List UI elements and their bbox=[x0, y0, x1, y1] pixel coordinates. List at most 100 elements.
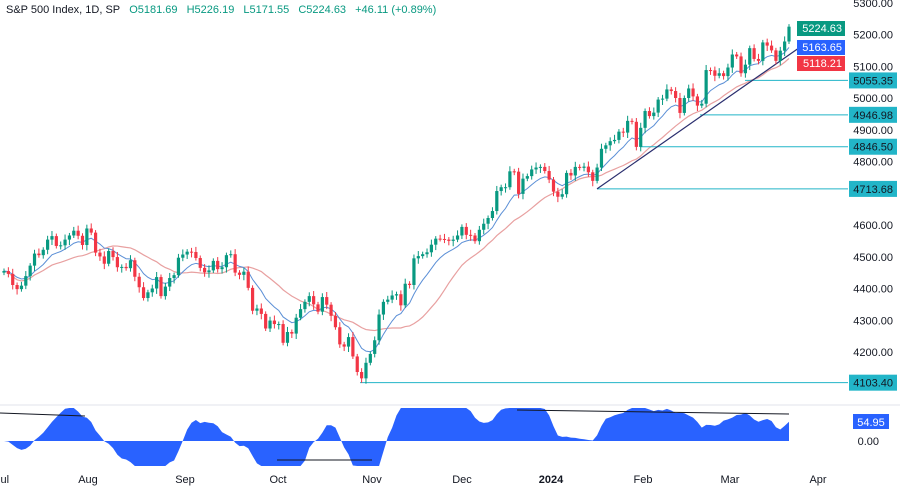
candle-body bbox=[477, 229, 481, 242]
level-label: 4946.98 bbox=[853, 110, 893, 122]
price-tag bbox=[797, 21, 845, 36]
candle bbox=[229, 250, 233, 258]
candle bbox=[538, 164, 543, 173]
candle bbox=[19, 281, 24, 292]
candle-body bbox=[172, 275, 176, 279]
candle bbox=[237, 270, 242, 280]
candle bbox=[15, 282, 19, 295]
candle-body bbox=[360, 372, 364, 379]
candle bbox=[525, 173, 529, 182]
candle-body bbox=[168, 278, 172, 287]
candle bbox=[591, 169, 595, 187]
candle-body bbox=[316, 304, 320, 312]
candle-body bbox=[721, 73, 726, 77]
candle bbox=[72, 226, 76, 239]
price-tag bbox=[797, 56, 845, 71]
candle-body bbox=[63, 239, 67, 246]
level-label: 4103.40 bbox=[853, 378, 893, 390]
candle-body bbox=[482, 223, 486, 230]
level-tag bbox=[849, 180, 897, 197]
osc-value-tag bbox=[853, 414, 889, 429]
candle-body bbox=[595, 167, 599, 181]
candle bbox=[416, 251, 420, 264]
candle bbox=[421, 251, 425, 259]
candle-body bbox=[312, 296, 316, 305]
candle bbox=[268, 316, 272, 332]
candle-body bbox=[107, 251, 111, 264]
candle bbox=[573, 161, 577, 181]
candle bbox=[551, 177, 556, 197]
candle-body bbox=[155, 277, 159, 289]
candle-body bbox=[381, 301, 386, 315]
candle bbox=[769, 40, 774, 53]
x-tick-label: Apr bbox=[809, 474, 826, 486]
candle-body bbox=[486, 218, 490, 224]
candle bbox=[460, 224, 464, 239]
candle-body bbox=[159, 277, 163, 297]
candle bbox=[63, 234, 67, 250]
candle bbox=[107, 248, 111, 267]
candle bbox=[50, 231, 54, 246]
x-tick-label: Feb bbox=[634, 474, 653, 486]
candle-body bbox=[517, 171, 521, 194]
candle bbox=[198, 255, 202, 272]
candle bbox=[264, 311, 268, 332]
candle bbox=[242, 267, 246, 281]
candle bbox=[220, 262, 224, 274]
candle-body bbox=[586, 166, 590, 173]
candle bbox=[85, 224, 89, 251]
candle bbox=[285, 326, 290, 347]
candle bbox=[534, 162, 538, 174]
y-tick-label: 4300.00 bbox=[853, 315, 893, 327]
candle bbox=[547, 165, 551, 184]
candle bbox=[434, 236, 438, 251]
candle-body bbox=[708, 70, 713, 72]
candle bbox=[54, 233, 58, 249]
candle-body bbox=[394, 294, 399, 296]
candle-body bbox=[399, 294, 403, 306]
candle-body bbox=[421, 254, 425, 257]
candle bbox=[425, 248, 429, 258]
candle-body bbox=[368, 353, 372, 363]
candle-body bbox=[761, 42, 765, 61]
candle bbox=[298, 304, 303, 321]
candle-body bbox=[560, 194, 564, 197]
candle bbox=[403, 278, 407, 308]
candle bbox=[756, 53, 761, 65]
candle bbox=[172, 272, 176, 284]
candle-body bbox=[346, 337, 351, 347]
candle bbox=[120, 264, 124, 273]
candle bbox=[691, 83, 695, 101]
candle bbox=[76, 225, 80, 240]
candle-body bbox=[198, 258, 202, 268]
candle bbox=[495, 185, 499, 215]
candle-body bbox=[674, 91, 678, 98]
candle-body bbox=[246, 271, 250, 288]
candle-body bbox=[412, 258, 416, 286]
candle bbox=[150, 284, 154, 297]
candle bbox=[194, 246, 198, 261]
candle-body bbox=[351, 337, 355, 357]
candle-body bbox=[626, 120, 630, 133]
candle-body bbox=[713, 70, 717, 76]
candle-body bbox=[189, 251, 194, 253]
candle-body bbox=[85, 228, 89, 246]
price-pane bbox=[2, 24, 848, 384]
candle bbox=[329, 302, 333, 322]
y-tick-label: 5200.00 bbox=[853, 30, 893, 42]
candle bbox=[37, 248, 41, 258]
candle-body bbox=[617, 131, 621, 140]
candle bbox=[482, 218, 486, 235]
candle-body bbox=[303, 301, 307, 310]
candle-body bbox=[6, 271, 10, 274]
candle-body bbox=[534, 167, 538, 170]
candle-body bbox=[294, 317, 298, 334]
candle bbox=[360, 368, 364, 383]
candle-body bbox=[669, 89, 673, 92]
candle-body bbox=[281, 324, 285, 343]
candle-body bbox=[473, 235, 477, 242]
candle-body bbox=[80, 235, 85, 246]
candle bbox=[682, 95, 686, 116]
price-tag bbox=[797, 40, 845, 55]
